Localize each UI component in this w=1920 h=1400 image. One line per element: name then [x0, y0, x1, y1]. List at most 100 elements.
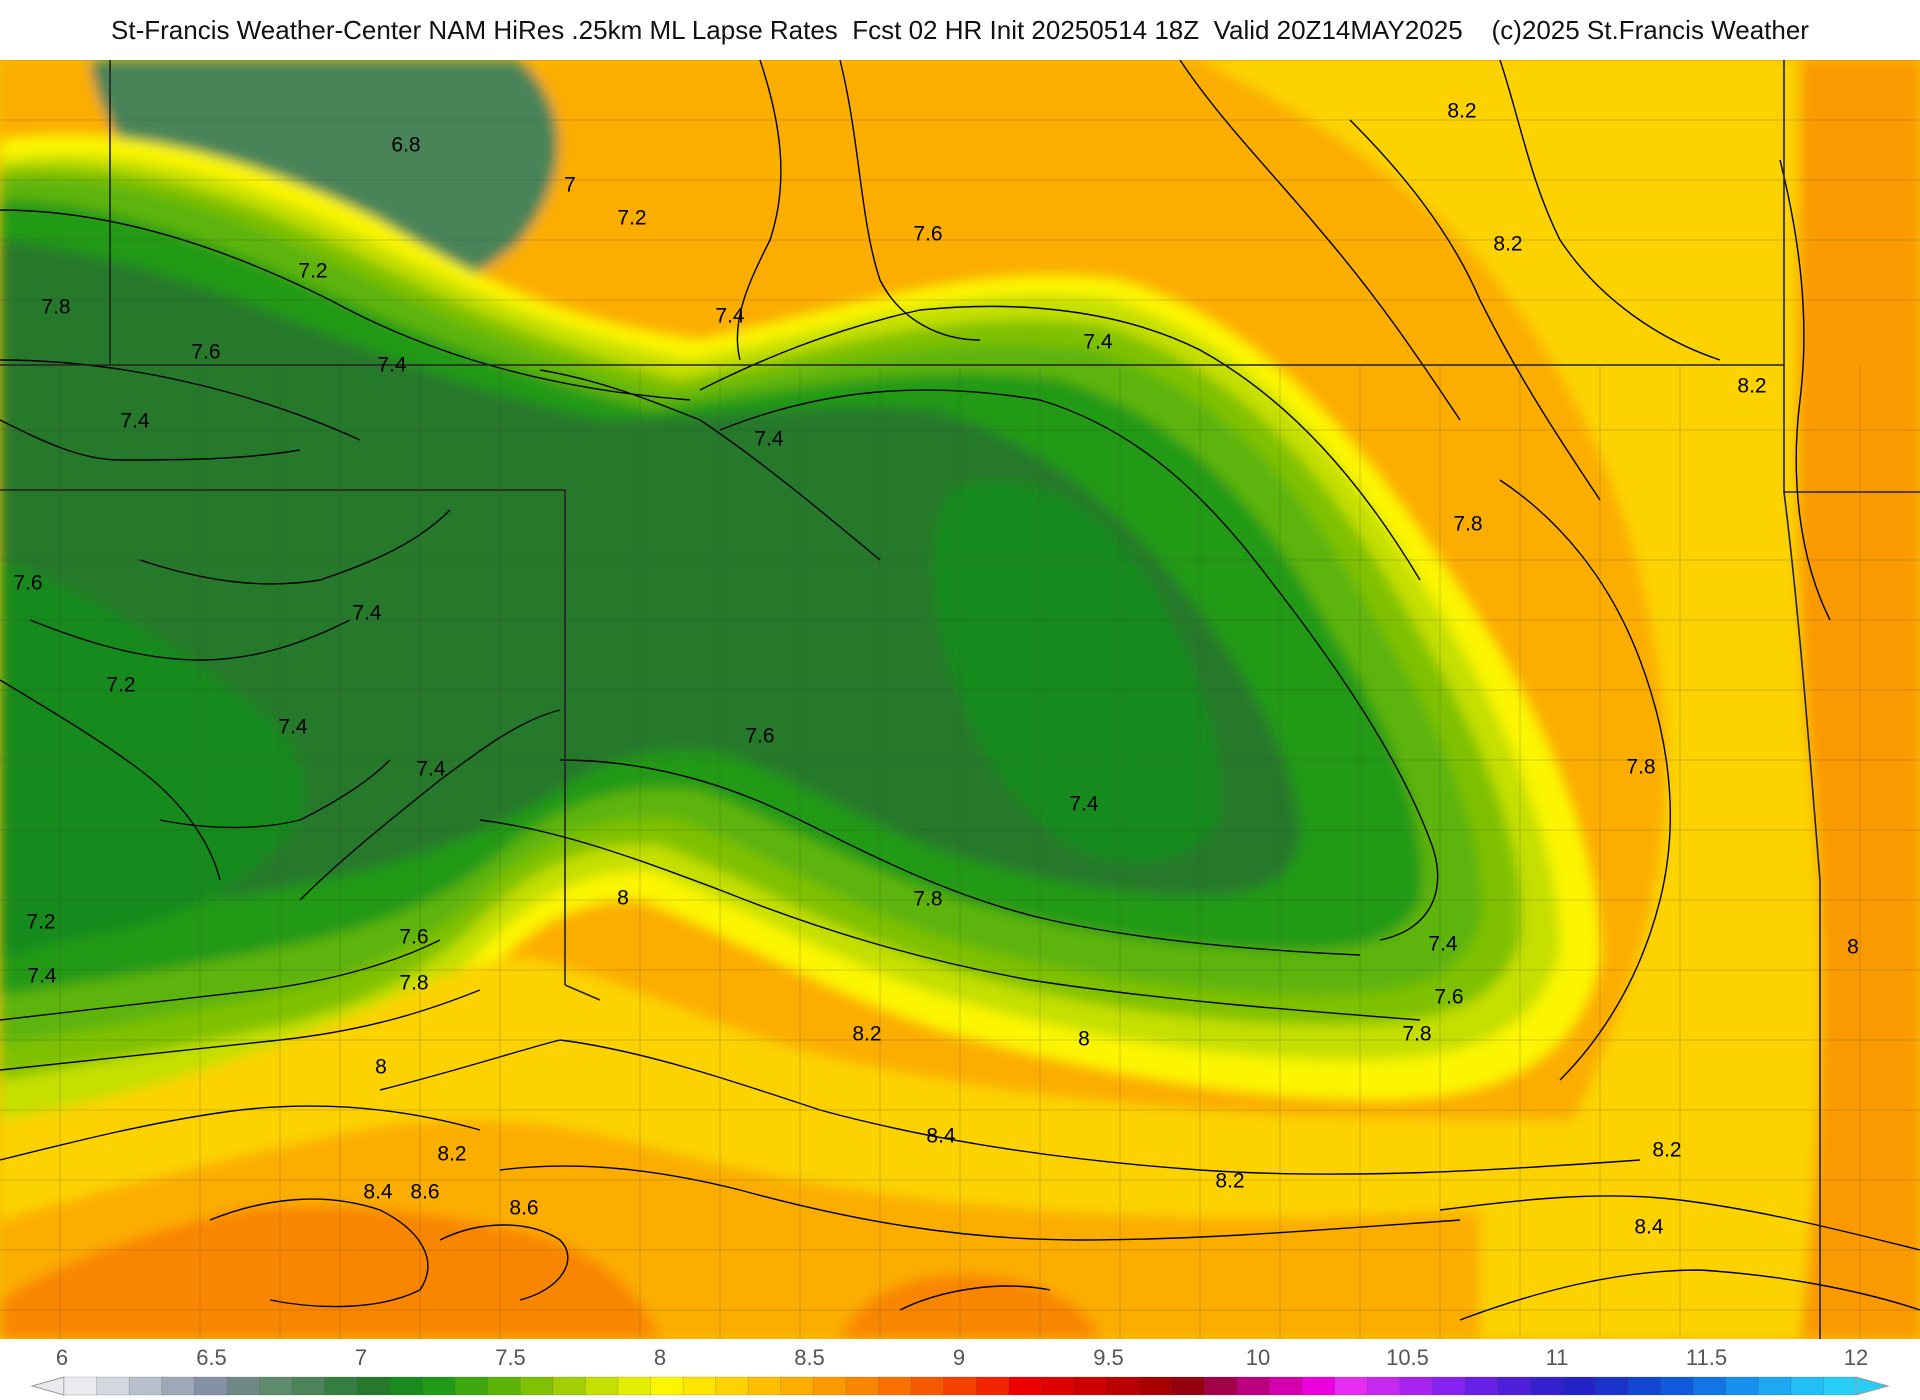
contour-line-2	[719, 389, 1439, 941]
colorbar-swatch	[910, 1376, 945, 1396]
colorbar-swatch	[1204, 1376, 1238, 1396]
colorbar-swatch	[128, 1376, 163, 1396]
colorbar-swatch	[161, 1376, 196, 1396]
contour-label: 7.8	[1626, 756, 1655, 779]
colorbar-swatch	[1041, 1376, 1075, 1396]
colorbar-swatch	[1595, 1376, 1629, 1396]
colorbar-swatch	[1301, 1376, 1336, 1396]
contour-line-9	[0, 989, 481, 1071]
contour-label: 7.4	[278, 716, 308, 739]
colorbar-swatch	[96, 1376, 131, 1396]
colorbar-swatch	[1823, 1376, 1857, 1396]
colorbar-swatch	[780, 1376, 815, 1396]
lapse-rate-contours	[0, 60, 1920, 1321]
contour-line-19	[1349, 119, 1601, 501]
value-band-11	[0, 1206, 660, 1339]
region-northwest-dark-core	[90, 60, 558, 294]
contour-label: 8.2	[1737, 375, 1766, 398]
contour-label: 7.4	[377, 354, 407, 377]
colorbar-swatch	[194, 1376, 228, 1396]
contour-label: 8	[617, 887, 629, 910]
colorbar-swatch	[1073, 1376, 1108, 1396]
contour-line-1	[0, 359, 361, 441]
colorbar-ticks: 6 6.5 7 7.5 8 8.5 9 9.5 10 10.5 11 11.5 12	[0, 1339, 1920, 1373]
contour-line-18	[1499, 479, 1672, 1081]
colorbar-swatch	[1138, 1376, 1173, 1396]
contour-line-27	[29, 619, 351, 661]
contour-label: 8.4	[926, 1125, 956, 1148]
contour-label: 7.4	[120, 410, 150, 433]
contour-line-16	[1439, 1195, 1920, 1251]
contour-label: 7.2	[298, 260, 327, 283]
contour-line-12	[499, 1165, 1461, 1241]
state-boundary-2	[0, 489, 566, 985]
colorbar-swatch	[259, 1376, 293, 1396]
colorbar-swatch	[226, 1376, 261, 1396]
contour-line-3	[699, 305, 1421, 581]
colorbar-swatch	[1432, 1376, 1466, 1396]
colorbar-swatch	[1236, 1376, 1271, 1396]
colorbar-tick-label: 6.5	[196, 1345, 227, 1370]
colorbar-swatch	[552, 1376, 587, 1396]
contour-label: 8.6	[509, 1197, 538, 1220]
contour-label: 7.8	[1453, 513, 1482, 536]
contour-line-8	[0, 939, 441, 1021]
contour-label: 7.2	[106, 674, 135, 697]
colorbar-swatch	[1529, 1376, 1564, 1396]
contour-line-17	[1459, 1269, 1920, 1321]
colorbar: 6 6.5 7 7.5 8 8.5 9 9.5 10 10.5 11 11.5 12	[0, 1339, 1920, 1400]
colorbar-swatch	[845, 1376, 880, 1396]
contour-label: 7.4	[416, 758, 446, 781]
colorbar-swatch	[63, 1376, 98, 1396]
contour-label: 7.4	[1069, 793, 1099, 816]
contour-label: 7.6	[399, 926, 428, 949]
contour-label: 6.8	[391, 134, 420, 157]
contour-label: 7.2	[617, 207, 646, 230]
colorbar-tick-label: 11	[1545, 1345, 1569, 1370]
colorbar-high-arrow	[1855, 1376, 1890, 1396]
colorbar-swatch	[1008, 1376, 1043, 1396]
colorbar-swatch	[1269, 1376, 1304, 1396]
colorbar-swatch	[1171, 1376, 1206, 1396]
colorbar-swatch	[1366, 1376, 1401, 1396]
contour-labels: 8.2 6.8 7 7.2 7.6 8.2 7.2 7.8 7.4 7.6 7.4 7.4 7.4 8.2…	[13, 100, 1858, 1239]
contour-label: 7.4	[352, 602, 382, 625]
contour-line-22	[1779, 159, 1831, 621]
colorbar-swatch	[650, 1376, 684, 1396]
state-boundary-5	[564, 984, 601, 1001]
colorbar-swatch	[389, 1376, 424, 1396]
colorbar-swatch	[1627, 1376, 1662, 1396]
value-band-6	[0, 560, 306, 960]
colorbar-swatch	[1562, 1376, 1597, 1396]
colorbar-swatch	[1725, 1376, 1760, 1396]
map-title-bar: St-Francis Weather-Center NAM HiRes .25k…	[0, 0, 1920, 60]
contour-label: 8.2	[1447, 100, 1476, 123]
contour-label: 8.4	[1634, 1216, 1664, 1239]
colorbar-swatch	[291, 1376, 326, 1396]
contour-label: 7.4	[1083, 331, 1113, 354]
map-canvas: 8.2 6.8 7 7.2 7.6 8.2 7.2 7.8 7.4 7.6 7.4 7.4 7.4 8.2…	[0, 60, 1920, 1339]
contour-line-5	[299, 709, 561, 901]
colorbar-swatch	[1692, 1376, 1727, 1396]
contour-label: 8.6	[410, 1181, 439, 1204]
colorbar-swatch	[585, 1376, 619, 1396]
contour-line-14	[439, 1224, 569, 1301]
contour-label: 7.6	[1434, 986, 1463, 1009]
value-band-13	[1797, 60, 1920, 1339]
contour-line-23	[839, 60, 981, 341]
contour-line-13	[209, 1198, 429, 1308]
value-band-7	[931, 480, 1222, 864]
contour-label: 7.4	[1428, 933, 1458, 956]
colorbar-tick-label: 6	[55, 1345, 69, 1370]
colorbar-swatch	[975, 1376, 1010, 1396]
contour-line-7	[479, 819, 1421, 1021]
colorbar-swatch	[1334, 1376, 1369, 1396]
contour-line-25	[0, 419, 301, 461]
filled-lapse-rate-field	[0, 60, 1920, 1339]
contour-label: 8	[375, 1056, 387, 1079]
colorbar-swatch	[617, 1376, 652, 1396]
contour-label: 7.8	[913, 888, 942, 911]
colorbar-swatch	[519, 1376, 554, 1396]
contour-label: 7.6	[913, 223, 942, 246]
colorbar-swatch	[1464, 1376, 1499, 1396]
